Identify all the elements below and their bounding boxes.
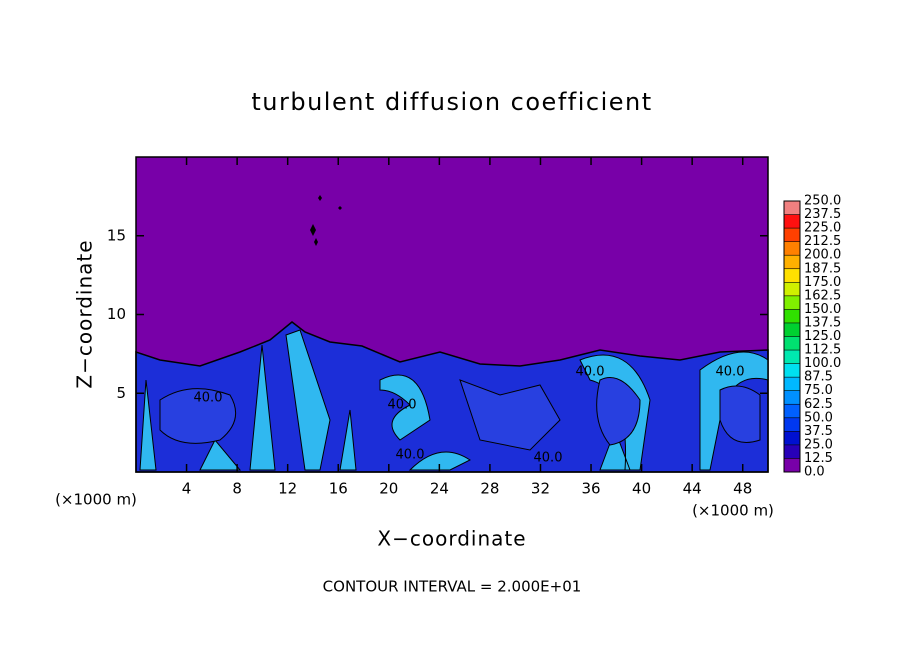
contour-label: 40.0	[194, 391, 223, 406]
colorbar-segment	[784, 458, 800, 472]
colorbar-label: 200.0	[804, 248, 841, 263]
colorbar-segment	[784, 363, 800, 378]
colorbar-segment	[784, 417, 800, 432]
x-tick-label: 40	[632, 480, 651, 498]
colorbar-segment	[784, 282, 800, 296]
colorbar-segment	[784, 228, 800, 242]
colorbar-segment	[784, 336, 800, 351]
colorbar-label: 212.5	[804, 234, 841, 249]
colorbar-label: 87.5	[804, 370, 833, 385]
contour-label: 40.0	[716, 365, 745, 380]
colorbar-segment	[784, 390, 800, 405]
x-tick-label: 12	[278, 480, 297, 498]
x-tick-label: 4	[182, 480, 192, 498]
x-tick-label: 8	[232, 480, 242, 498]
colorbar-segment	[784, 295, 800, 310]
y-tick-label: 10	[107, 305, 126, 323]
colorbar-segment	[784, 268, 800, 283]
contour-label: 40.0	[396, 448, 425, 463]
x-tick-label: 28	[480, 480, 499, 498]
x-tick-label: 32	[531, 480, 550, 498]
colorbar-segment	[784, 201, 800, 215]
field	[135, 157, 769, 473]
x-unit: (×1000 m)	[55, 491, 137, 509]
x-axis-label: X−coordinate	[377, 527, 526, 551]
colorbar-label: 62.5	[804, 397, 833, 412]
colorbar-label: 250.0	[804, 194, 841, 209]
colorbar-label: 162.5	[804, 288, 841, 303]
x-tick-label: 16	[329, 480, 348, 498]
colorbar-segment	[784, 309, 800, 323]
colorbar-label: 175.0	[804, 275, 841, 290]
y-axis-label: Z−coordinate	[73, 239, 97, 388]
colorbar-label: 137.5	[804, 315, 841, 330]
colorbar-label: 25.0	[804, 437, 833, 452]
colorbar-segment	[784, 431, 800, 445]
x-tick-label: 44	[683, 480, 702, 498]
colorbar-segment	[784, 444, 800, 459]
colorbar-segment	[784, 322, 800, 337]
footer-note: CONTOUR INTERVAL = 2.000E+01	[323, 578, 582, 596]
colorbar-segment	[784, 377, 800, 391]
colorbar-segment	[784, 241, 800, 256]
y-tick-label: 15	[107, 226, 126, 244]
x-tick-label: 20	[379, 480, 398, 498]
x-unit: (×1000 m)	[692, 502, 774, 520]
contour-label: 40.0	[388, 398, 417, 413]
chart-title: turbulent diffusion coefficient	[251, 88, 652, 116]
y-tick-label: 5	[116, 384, 126, 402]
field-streak	[139, 329, 769, 471]
colorbar-label: 112.5	[804, 343, 841, 358]
colorbar-label: 37.5	[804, 424, 833, 439]
colorbar-segment	[784, 255, 800, 269]
colorbar-segment	[784, 404, 800, 418]
colorbar-segment	[784, 214, 800, 229]
field-eddy	[159, 377, 761, 451]
colorbar-label: 100.0	[804, 356, 841, 371]
contour-label: 40.0	[576, 365, 605, 380]
colorbar-label: 237.5	[804, 207, 841, 222]
colorbar-label: 125.0	[804, 329, 841, 344]
colorbar-label: 75.0	[804, 383, 833, 398]
colorbar-label: 150.0	[804, 302, 841, 317]
colorbar-label: 225.0	[804, 221, 841, 236]
x-tick-label: 36	[581, 480, 600, 498]
colorbar-segment	[784, 350, 800, 364]
colorbar-label: 187.5	[804, 261, 841, 276]
x-tick-label: 24	[430, 480, 449, 498]
colorbar-label: 0.0	[804, 465, 825, 480]
x-tick-label: 48	[733, 480, 752, 498]
colorbar-label: 50.0	[804, 410, 833, 425]
contour-label: 40.0	[534, 451, 563, 466]
colorbar-label: 12.5	[804, 451, 833, 466]
